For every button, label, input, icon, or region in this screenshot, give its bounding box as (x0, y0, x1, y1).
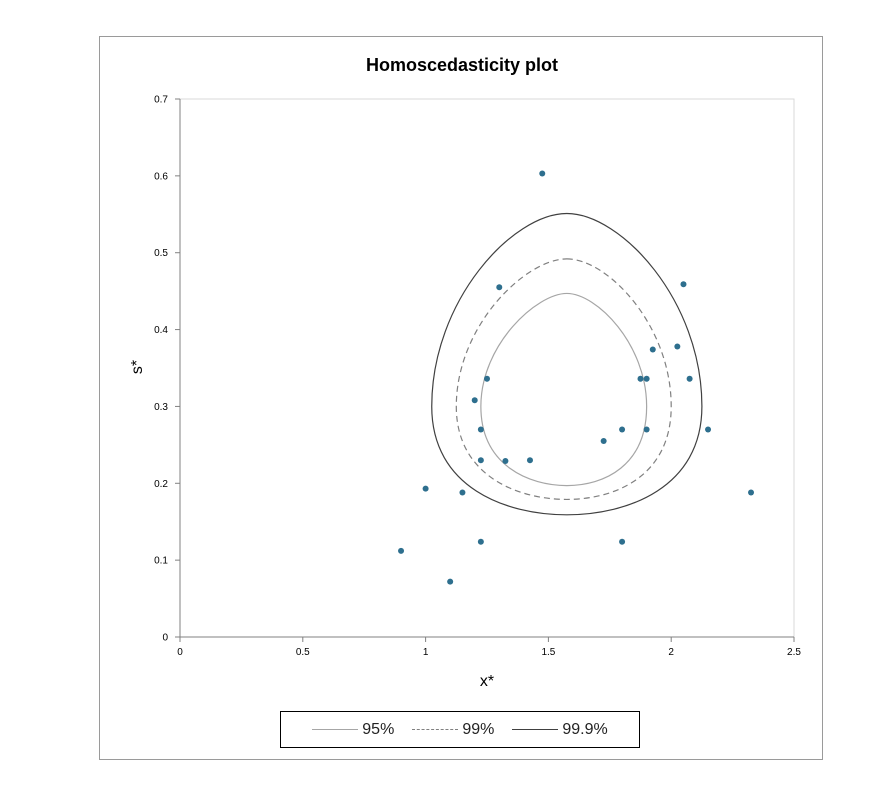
data-point (502, 457, 509, 464)
legend-swatch-99-9 (512, 729, 559, 730)
data-point (471, 397, 478, 404)
legend-label-99-9: 99.9% (562, 720, 608, 738)
y-tick-label: 0.5 (154, 248, 168, 259)
legend-item-95: 95% (312, 721, 394, 739)
x-tick-label: 1.5 (541, 647, 555, 658)
data-point (649, 346, 656, 353)
legend-label-95: 95% (362, 720, 395, 738)
data-point (398, 547, 405, 554)
plot-area (179, 98, 795, 638)
x-axis-title: x* (480, 673, 494, 690)
data-point (674, 343, 681, 350)
homoscedasticity-plot: Homoscedasticity plot 0 0.5 1 1.5 2 2.5 0 0.1 0.… (129, 55, 801, 690)
data-point (619, 538, 626, 545)
data-point (496, 284, 503, 291)
data-point (459, 489, 466, 496)
y-tick-label: 0.1 (154, 556, 168, 567)
axes: 0 0.5 1 1.5 2 2.5 0 0.1 0.2 0.3 0.4 0.5 0.6 0.7 (154, 95, 801, 659)
legend-item-99-9: 99.9% (512, 720, 608, 739)
data-point (680, 281, 687, 288)
data-point (643, 426, 650, 433)
contour-95 (480, 292, 648, 487)
data-point (422, 485, 429, 492)
y-axis-title: s* (129, 360, 146, 374)
data-point (526, 457, 533, 464)
y-tick-label: 0.2 (154, 479, 168, 490)
y-tick-label: 0.7 (154, 95, 168, 106)
data-point (539, 170, 546, 177)
data-point (477, 426, 484, 433)
data-point (748, 489, 755, 496)
contour-999 (431, 212, 703, 516)
data-point (686, 375, 693, 382)
data-point (643, 375, 650, 382)
x-tick-label: 1 (423, 647, 429, 658)
legend-label-99: 99% (462, 720, 495, 738)
y-tick-label: 0.4 (154, 325, 168, 336)
chart-frame: Homoscedasticity plot 0 0.5 1 1.5 2 2.5 0 0.1 0.… (99, 36, 823, 760)
data-point (447, 578, 454, 585)
contour-layer (431, 212, 703, 516)
data-point (619, 426, 626, 433)
chart-title: Homoscedasticity plot (366, 55, 558, 75)
data-point (705, 426, 712, 433)
contour-99 (455, 258, 672, 501)
x-tick-label: 0 (177, 647, 183, 658)
legend-item-99: 99% (412, 721, 494, 739)
x-tick-label: 0.5 (296, 647, 310, 658)
y-tick-label: 0 (162, 633, 168, 644)
legend-swatch-95 (312, 729, 359, 730)
data-point (477, 457, 484, 464)
data-point (484, 375, 490, 382)
legend: 95% 99% 99.9% (280, 711, 640, 748)
legend-swatch-99 (412, 729, 459, 730)
x-tick-label: 2.5 (787, 647, 801, 658)
data-point (600, 438, 607, 445)
x-tick-label: 2 (668, 647, 674, 658)
point-layer (398, 170, 755, 585)
y-tick-label: 0.6 (154, 171, 168, 182)
data-point (477, 538, 484, 545)
y-tick-label: 0.3 (154, 402, 168, 413)
data-point (637, 375, 644, 382)
